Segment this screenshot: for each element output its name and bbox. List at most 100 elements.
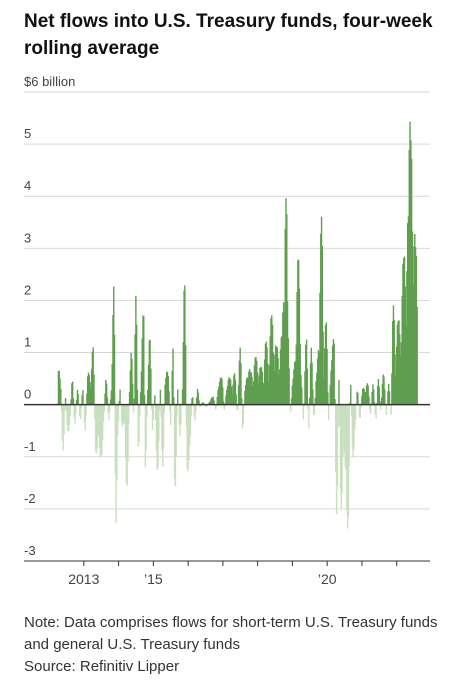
flow-bar [60, 404, 63, 411]
flow-bar [158, 404, 161, 410]
footer-notes: Note: Data comprises flows for short-ter… [24, 612, 444, 678]
flow-bar [267, 363, 269, 405]
flow-bar [222, 387, 224, 405]
flow-bar [298, 288, 301, 405]
flow-bar [175, 404, 177, 456]
flow-bar [247, 377, 249, 405]
flow-bar [273, 371, 275, 405]
flow-bar [155, 404, 158, 451]
x-axis: 2013 ’15 ’20 [24, 560, 430, 587]
flow-bar [374, 404, 376, 416]
flow-bar [406, 271, 408, 405]
flow-bar [222, 401, 225, 405]
flow-bar [291, 385, 294, 405]
flow-bar [260, 366, 262, 405]
flow-bar [184, 285, 186, 405]
flow-bar [177, 389, 179, 405]
flow-bar [316, 358, 319, 405]
flow-bar [393, 319, 395, 405]
flow-bar [196, 397, 198, 405]
y-tick-label: 2 [24, 282, 31, 297]
flow-bar [122, 404, 124, 425]
y-tick-label: $6 billion [24, 74, 75, 89]
flow-bar [111, 363, 113, 405]
flow-bar [410, 140, 412, 405]
note-text: Note: Data comprises flows for short-ter… [24, 614, 438, 653]
flow-bar [94, 404, 97, 451]
flow-bar [371, 391, 373, 405]
flow-bar [395, 346, 398, 405]
flow-bar [394, 354, 396, 405]
flow-bar [340, 404, 343, 510]
flow-bar [113, 286, 115, 405]
flow-bar [399, 356, 402, 405]
flow-bar [136, 389, 139, 405]
flow-bar [101, 404, 103, 455]
y-tick-label: 3 [24, 230, 31, 245]
flow-bar [152, 404, 154, 420]
flow-bar [409, 121, 411, 405]
flow-bar [408, 149, 410, 405]
flow-bar [242, 404, 245, 424]
flow-bar [354, 404, 357, 421]
flow-bar [378, 387, 380, 405]
flow-bar [318, 352, 320, 405]
flow-bar [190, 404, 192, 417]
flow-bar [244, 390, 246, 405]
flow-bar [404, 286, 407, 405]
flow-bar [105, 380, 107, 405]
flow-bar [248, 369, 251, 405]
flow-bar [214, 404, 217, 410]
flow-bar [324, 324, 327, 405]
flow-bar [185, 404, 188, 426]
flow-bar [322, 331, 324, 405]
flow-bar [331, 345, 334, 405]
flow-bar [235, 394, 237, 405]
flow-bar [251, 376, 253, 405]
flow-bar [154, 404, 157, 421]
flow-bar [414, 247, 417, 405]
flow-bar [366, 383, 369, 405]
flow-bar [135, 324, 138, 405]
flow-bar [357, 392, 359, 405]
flow-bar [343, 404, 346, 454]
flow-bar [162, 404, 164, 468]
flow-bar [93, 374, 95, 405]
flow-bar [268, 365, 271, 405]
chart-title: Net flows into U.S. Treasury funds, four… [24, 11, 433, 59]
flow-bar [312, 404, 315, 415]
source-text: Source: Refinitiv Lipper [24, 658, 180, 675]
flow-bar [238, 360, 241, 405]
flow-bar [320, 233, 322, 405]
flow-bar [376, 385, 379, 405]
flow-bar [353, 404, 355, 450]
flow-bar [282, 302, 285, 405]
flow-bar [414, 233, 416, 405]
flow-bar [60, 388, 62, 405]
flow-bar [326, 348, 328, 405]
flow-bar [350, 384, 352, 405]
flow-bar [356, 391, 358, 405]
flow-bar [306, 368, 309, 405]
flow-bar [377, 379, 380, 405]
flow-bar [233, 375, 235, 405]
flow-bar [275, 347, 278, 405]
flow-bar [148, 340, 151, 405]
flow-bar [383, 376, 385, 405]
flow-bar [262, 383, 264, 405]
flow-bar [277, 358, 279, 405]
flow-bar [173, 397, 175, 405]
flow-bar [334, 398, 336, 405]
flow-bar [278, 374, 280, 405]
flow-bar [299, 343, 301, 405]
flow-bar [113, 334, 116, 405]
flow-bar [280, 337, 282, 405]
flow-bar [114, 404, 117, 475]
flow-bar [335, 404, 338, 515]
flow-bar [310, 347, 312, 405]
flow-bar [188, 404, 191, 447]
flow-bar [223, 404, 226, 410]
flow-bar [61, 404, 64, 442]
flow-bar [339, 404, 342, 489]
flow-bar [253, 365, 256, 405]
